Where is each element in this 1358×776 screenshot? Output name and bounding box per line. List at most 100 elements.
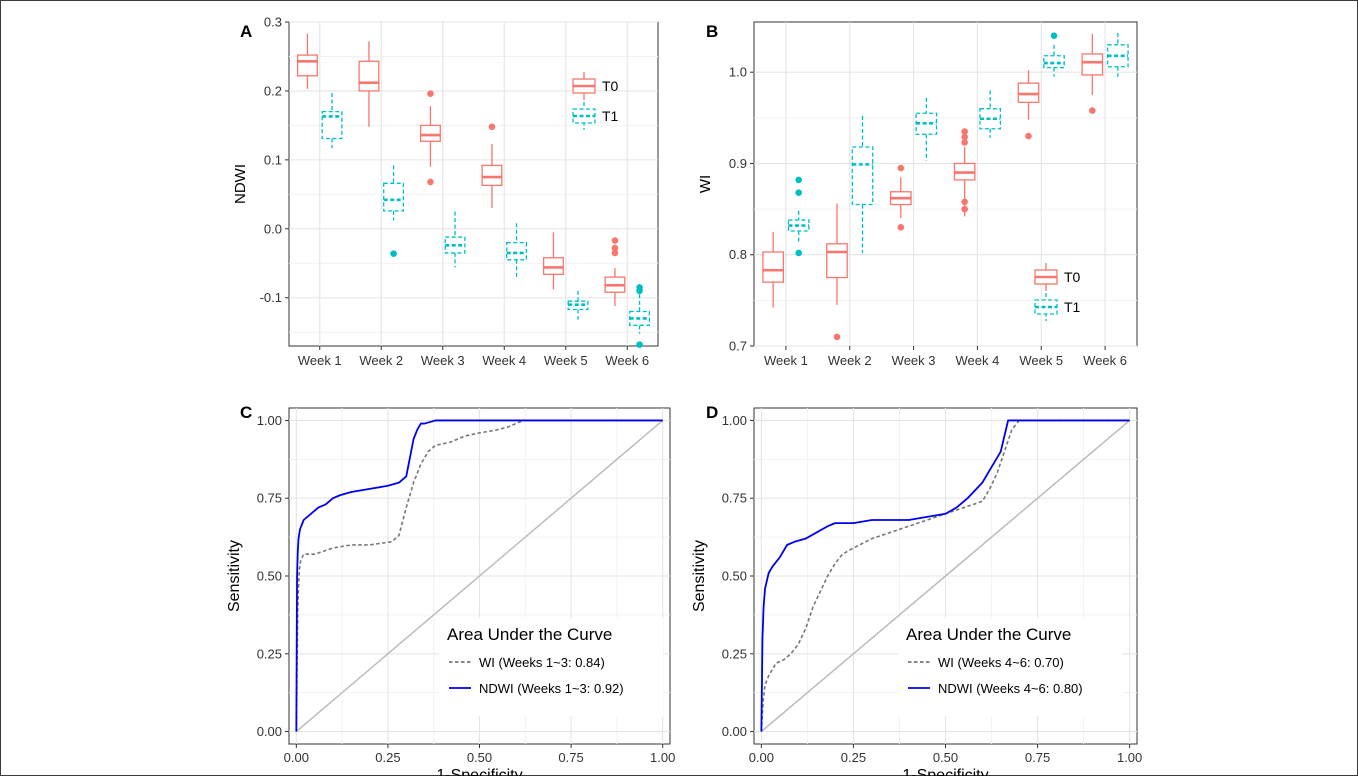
box-body (321, 110, 343, 140)
y-tick-label: 0.0 (264, 221, 282, 236)
legend-box (439, 618, 663, 716)
x-tick-label: Week 3 (421, 353, 465, 368)
x-tick-label: Week 6 (1083, 353, 1127, 368)
legend-item-wi: WI (Weeks 1~3: 0.84) (449, 655, 605, 670)
outlier-point (488, 123, 496, 131)
y-tick-label: 0.00 (722, 724, 747, 739)
y-tick-label: 0.50 (722, 569, 747, 584)
y-axis-label: Sensitivity (691, 540, 708, 612)
x-tick-label: 1.00 (1117, 750, 1142, 765)
box-body (542, 257, 564, 275)
outlier-point (961, 133, 968, 141)
box-t0-5 (542, 232, 564, 290)
box-t1-5 (1043, 32, 1065, 77)
roc-line-wi (760, 419, 1130, 732)
panel-letter: D (706, 403, 718, 422)
y-tick-label: 0.75 (722, 491, 747, 506)
y-tick-label: 0.50 (257, 569, 282, 584)
outlier-point (795, 176, 802, 184)
box-t1-1 (321, 93, 343, 149)
y-tick-label: 0.25 (722, 646, 747, 661)
x-tick-label: Week 2 (359, 353, 403, 368)
outlier-point (636, 287, 643, 295)
outlier-point (1025, 132, 1032, 140)
y-tick-label: 0.7 (729, 339, 747, 354)
box-t0-3 (889, 164, 912, 231)
legend-item-ndwi: NDWI (Weeks 4~6: 0.80) (908, 681, 1083, 696)
outlier-point (833, 333, 841, 341)
x-tick-label: 0.75 (558, 750, 583, 765)
box-t0-6 (604, 237, 626, 307)
reference-diagonal (760, 419, 1131, 733)
box-t1-5 (567, 290, 589, 320)
box-t1-2 (851, 116, 874, 253)
outlier-point (1050, 32, 1058, 39)
outlier-point (427, 178, 434, 186)
y-tick-label: 0.9 (729, 156, 747, 171)
roc-line-wi (295, 419, 663, 732)
outlier-point (636, 341, 643, 348)
y-tick-label: 0.3 (264, 15, 282, 30)
box-body (358, 60, 380, 92)
legend-label: T1 (602, 108, 619, 124)
plot-area (753, 21, 1138, 347)
y-tick-label: 0.25 (257, 646, 282, 661)
legend-label: NDWI (Weeks 4~6: 0.80) (938, 681, 1083, 696)
roc-line-ndwi (760, 419, 1130, 732)
x-tick-label: 0.50 (933, 750, 958, 765)
panel-b: B 0.7 0.8 0.9 1.0 Week 1 Week 2 Week 3 Week 4 Wee… (697, 21, 1138, 368)
x-tick-label: 0.25 (375, 750, 400, 765)
box-body (1043, 55, 1065, 69)
box-t1-3 (915, 97, 938, 161)
box-t1-1 (787, 176, 810, 257)
outlier-point (897, 164, 905, 172)
x-tick-label: Week 4 (955, 353, 999, 368)
x-tick-label: Week 2 (828, 353, 872, 368)
x-tick-label: 0.50 (467, 750, 492, 765)
box-body (419, 124, 441, 142)
y-axis-label: NDWI (232, 164, 249, 204)
outlier-point (611, 249, 619, 257)
box-body (1017, 82, 1040, 103)
outlier-point (795, 249, 802, 257)
reference-diagonal (295, 419, 664, 733)
panel-d: D 0.00 0.25 0.50 0.75 1.00 0.00 0.25 0.50 0.75 1.0… (691, 403, 1142, 776)
box-t0-2 (826, 203, 848, 341)
box-body (296, 54, 318, 77)
y-axis-label: Sensitivity (226, 540, 243, 612)
outlier-point (897, 224, 905, 231)
outlier-point (795, 189, 802, 196)
box-body (506, 241, 528, 261)
outlier-point (1089, 107, 1096, 114)
x-tick-label: 0.00 (284, 750, 309, 765)
box-t1-4 (506, 223, 528, 278)
legend-label: WI (Weeks 4~6: 0.70) (938, 655, 1064, 670)
box-t0-6 (1081, 33, 1104, 114)
x-tick-label: Week 4 (482, 353, 526, 368)
x-tick-label: Week 6 (605, 353, 649, 368)
y-tick-label: 1.0 (729, 65, 747, 80)
y-tick-label: 0.1 (264, 152, 282, 167)
box-body (762, 251, 785, 283)
x-tick-label: Week 1 (298, 353, 342, 368)
box-t0-2 (358, 41, 380, 127)
outlier-point (961, 139, 968, 146)
panel-a: A -0.1 0.0 0.1 0.2 0.3 Week 1 Week 2 Week 3 Week … (232, 15, 659, 368)
outlier-point (961, 205, 968, 213)
y-tick-label: 1.00 (257, 413, 282, 428)
box-body (383, 182, 405, 212)
y-axis-label: WI (697, 175, 714, 193)
legend-item-wi: WI (Weeks 4~6: 0.70) (908, 655, 1064, 670)
outlier-point (961, 198, 968, 206)
box-t0-1 (296, 33, 318, 89)
legend-label: WI (Weeks 1~3: 0.84) (479, 655, 605, 670)
y-tick-label: 0.00 (257, 724, 282, 739)
legend-box (898, 618, 1122, 716)
y-tick-label: 0.2 (264, 83, 282, 98)
panel-letter: B (706, 22, 718, 41)
box-body (481, 164, 503, 187)
box-t0-5 (1017, 70, 1040, 140)
legend-item-t1: T1 (1034, 293, 1081, 321)
legend-title: Area Under the Curve (447, 625, 612, 644)
box-t0-4 (481, 123, 503, 209)
